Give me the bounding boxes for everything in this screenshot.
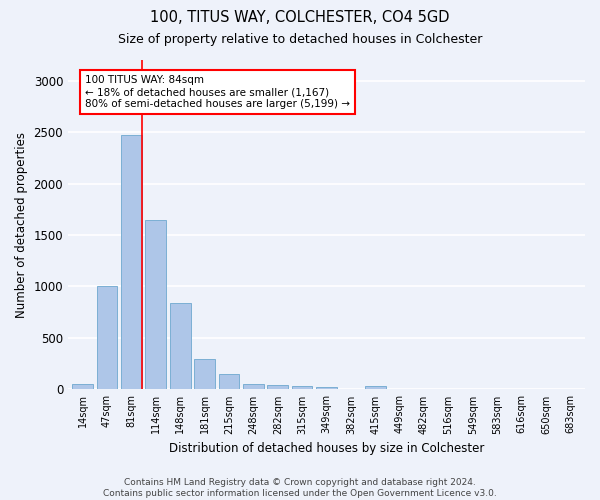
Bar bbox=[145, 220, 166, 390]
Text: Size of property relative to detached houses in Colchester: Size of property relative to detached ho… bbox=[118, 32, 482, 46]
Bar bbox=[218, 374, 239, 390]
Bar bbox=[365, 386, 386, 390]
Text: 100 TITUS WAY: 84sqm
← 18% of detached houses are smaller (1,167)
80% of semi-de: 100 TITUS WAY: 84sqm ← 18% of detached h… bbox=[85, 76, 350, 108]
Bar bbox=[341, 389, 361, 390]
Bar bbox=[73, 384, 93, 390]
Bar bbox=[292, 386, 313, 390]
Bar bbox=[194, 358, 215, 390]
Text: 100, TITUS WAY, COLCHESTER, CO4 5GD: 100, TITUS WAY, COLCHESTER, CO4 5GD bbox=[150, 10, 450, 25]
Bar bbox=[121, 135, 142, 390]
Y-axis label: Number of detached properties: Number of detached properties bbox=[15, 132, 28, 318]
Bar bbox=[268, 386, 288, 390]
Bar bbox=[170, 303, 191, 390]
X-axis label: Distribution of detached houses by size in Colchester: Distribution of detached houses by size … bbox=[169, 442, 484, 455]
Bar bbox=[243, 384, 264, 390]
Bar bbox=[316, 388, 337, 390]
Text: Contains HM Land Registry data © Crown copyright and database right 2024.
Contai: Contains HM Land Registry data © Crown c… bbox=[103, 478, 497, 498]
Bar bbox=[97, 286, 118, 390]
